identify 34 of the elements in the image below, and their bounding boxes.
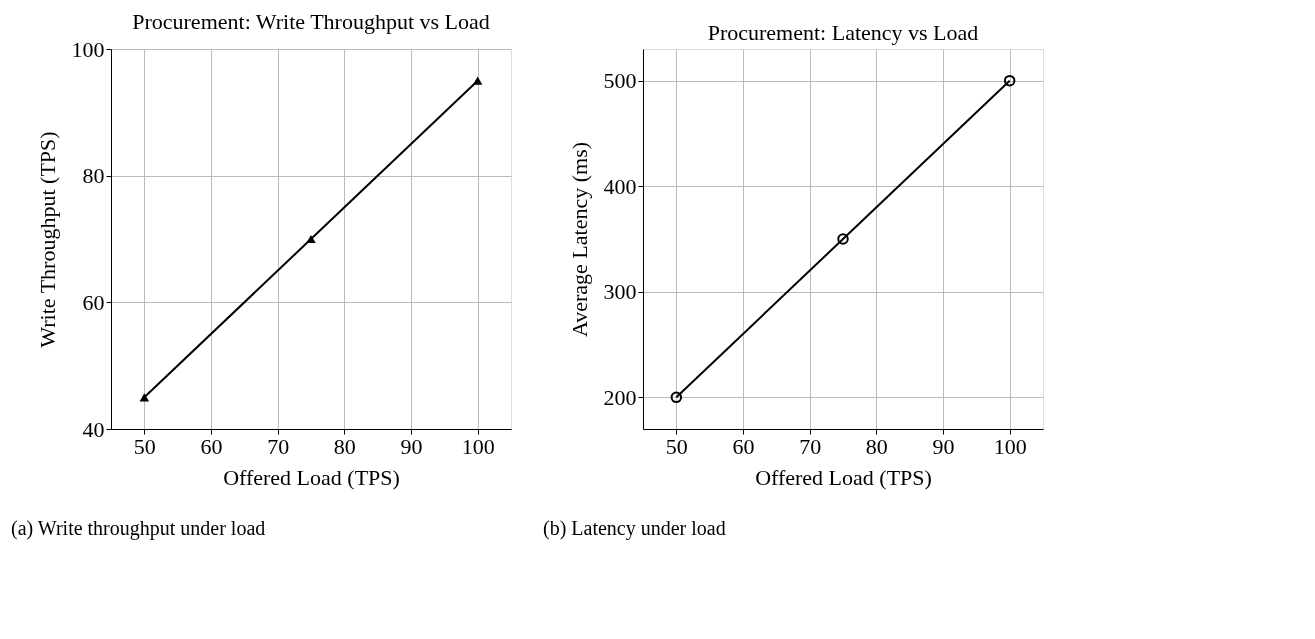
x-axis-title: Offered Load (TPS) [755, 464, 932, 490]
x-tick-label: 100 [461, 433, 495, 459]
x-tick-label: 80 [865, 433, 888, 459]
x-tick-label: 60 [732, 433, 755, 459]
y-tick-label: 100 [71, 36, 105, 62]
y-axis-title: Write Throughput (TPS) [34, 131, 60, 348]
y-tick-label: 40 [82, 416, 105, 442]
y-tick-label: 300 [603, 279, 637, 305]
x-tick-label: 70 [267, 433, 290, 459]
x-tick-label: 100 [993, 433, 1027, 459]
text: (b) Latency under load [543, 517, 726, 540]
point [1003, 74, 1016, 87]
x-tick-label: 50 [133, 433, 156, 459]
y-tick-label: 80 [82, 163, 105, 189]
point [139, 393, 150, 402]
x-tick-label: 80 [333, 433, 356, 459]
y-tick-label: 60 [82, 289, 105, 315]
text: (a) Write throughput under load [11, 517, 266, 540]
y-tick-label: 400 [603, 173, 637, 199]
point [472, 76, 483, 85]
point [306, 234, 316, 244]
chart-title: Procurement: Latency vs Load [707, 20, 979, 45]
chart-title: Procurement: Write Throughput vs Load [132, 9, 490, 34]
x-axis-title: Offered Load (TPS) [223, 464, 400, 490]
x-tick-label: 90 [400, 433, 423, 459]
y-axis-title: Average Latency (ms) [566, 141, 592, 338]
y-tick-label: 500 [603, 68, 637, 94]
y-tick-label: 200 [603, 384, 637, 410]
x-tick-label: 70 [799, 433, 822, 459]
x-tick-label: 50 [665, 433, 688, 459]
point [837, 233, 849, 245]
point [670, 391, 683, 404]
x-tick-label: 60 [200, 433, 223, 459]
x-tick-label: 90 [932, 433, 955, 459]
